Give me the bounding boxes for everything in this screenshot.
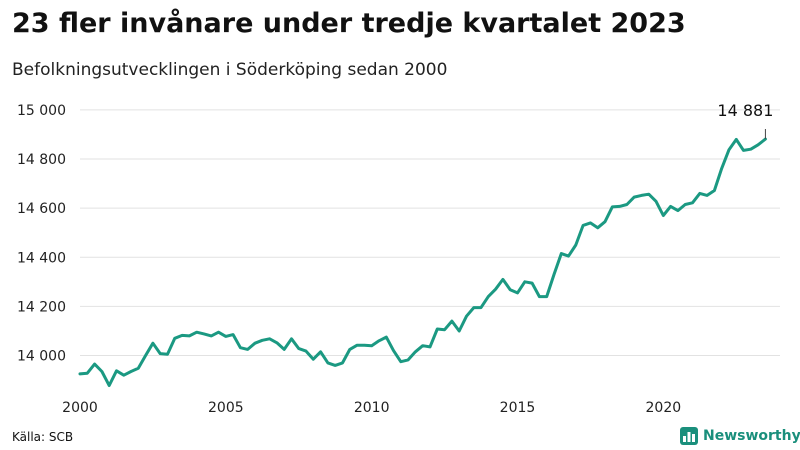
x-tick-label: 2015: [500, 400, 536, 416]
x-tick-label: 2005: [208, 400, 244, 416]
y-tick-label: 15 000: [17, 103, 66, 119]
last-value-label: 14 881: [717, 101, 773, 120]
x-tick-label: 2000: [62, 400, 98, 416]
brand-name: Newsworthy: [703, 428, 800, 444]
chart-title: 23 fler invånare under tredje kvartalet …: [12, 8, 686, 39]
brand-logo: Newsworthy: [680, 427, 800, 445]
y-tick-label: 14 600: [17, 201, 66, 217]
population-line: [78, 137, 767, 387]
y-tick-label: 14 800: [17, 152, 66, 168]
y-tick-label: 14 200: [17, 299, 66, 315]
x-tick-label: 2010: [354, 400, 390, 416]
bar-chart-logo-icon: [680, 427, 698, 445]
x-tick-label: 2020: [646, 400, 682, 416]
chart-subtitle: Befolkningsutvecklingen i Söderköping se…: [12, 60, 448, 80]
source-note: Källa: SCB: [12, 430, 74, 444]
y-tick-label: 14 400: [17, 250, 66, 266]
y-tick-label: 14 000: [17, 349, 66, 365]
